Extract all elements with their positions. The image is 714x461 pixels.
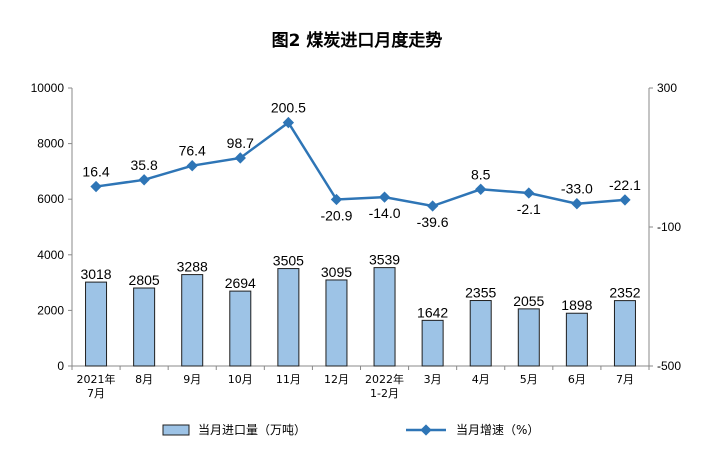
line-value-label: -2.1 — [517, 201, 541, 217]
line-group: 16.4 35.8 76.4 98.7 200.5 -20.9 -14.0 -39.6 8.5 -… — [82, 100, 641, 230]
bar — [517, 308, 540, 367]
line-point — [619, 194, 631, 206]
left-tick-label: 0 — [57, 359, 64, 373]
x-tick-label: 12月 — [324, 373, 349, 386]
bar-value-label: 2055 — [513, 293, 544, 309]
bar-value-label: 3539 — [369, 252, 400, 268]
bar-value-label: 3505 — [273, 253, 304, 269]
bar — [469, 300, 492, 367]
left-tick-label: 6000 — [37, 192, 64, 206]
bar-value-label: 1898 — [561, 297, 592, 313]
growth-line — [95, 120, 626, 208]
x-tick-label: 2021年 7月 — [77, 372, 116, 400]
bar-value-label: 2355 — [465, 285, 496, 301]
chart-title: 图2 煤炭进口月度走势 — [272, 30, 443, 51]
bar — [181, 274, 204, 367]
line-point — [571, 198, 583, 210]
line-point — [90, 180, 102, 193]
x-tick-label: 2022年 1-2月 — [365, 372, 404, 400]
x-tick-label: 7月 — [616, 373, 634, 386]
bar-value-label: 2694 — [225, 275, 256, 291]
line-value-label: 16.4 — [82, 164, 109, 180]
legend: 当月进口量（万吨） 当月增速（%） — [162, 423, 539, 437]
left-tick-label: 2000 — [37, 303, 64, 317]
bar — [565, 312, 588, 367]
bar — [421, 319, 444, 367]
right-tick-label: -500 — [657, 359, 681, 373]
bar — [325, 279, 348, 367]
legend-bar-label: 当月进口量（万吨） — [198, 423, 306, 437]
x-tick-label: 4月 — [472, 373, 490, 386]
bar — [85, 281, 108, 367]
line-value-label: -39.6 — [417, 214, 449, 230]
line-value-label: -22.1 — [609, 177, 641, 193]
line-value-label: 8.5 — [471, 166, 491, 182]
line-value-label: 35.8 — [131, 157, 158, 173]
line-value-label: -33.0 — [561, 181, 593, 197]
bar-value-label: 3288 — [177, 259, 208, 275]
line-value-label: 76.4 — [179, 143, 206, 159]
x-tick-label: 3月 — [424, 373, 442, 386]
line-point — [330, 193, 343, 206]
left-tick-label: 4000 — [37, 248, 64, 262]
right-tick-label: -100 — [657, 220, 681, 234]
left-tick-label: 8000 — [37, 137, 64, 151]
line-point — [475, 183, 487, 195]
axes: 0 2000 4000 6000 8000 10000 -500 -100 300 2021年 7月… — [31, 81, 682, 400]
line-value-label: -14.0 — [369, 205, 401, 221]
bar-value-label: 2805 — [129, 272, 160, 288]
line-point — [234, 152, 246, 164]
line-point — [138, 174, 150, 186]
bar-value-label: 1642 — [417, 304, 448, 320]
legend-line-marker — [420, 424, 432, 436]
line-value-label: 98.7 — [227, 135, 254, 151]
line-point — [426, 200, 439, 212]
bar — [373, 267, 396, 367]
bars-group: 3018 2805 3288 2694 3505 3095 3539 1642 2355 2055… — [80, 252, 641, 367]
right-tick-label: 300 — [657, 81, 677, 95]
line-point — [378, 191, 391, 203]
x-tick-label: 8月 — [135, 373, 153, 386]
line-point — [523, 187, 535, 199]
bar-value-label: 3018 — [80, 266, 111, 282]
line-point — [186, 160, 198, 172]
bar — [229, 290, 252, 367]
bar — [277, 268, 300, 367]
bar-value-label: 2352 — [609, 285, 640, 301]
bar — [613, 300, 636, 367]
legend-line-label: 当月增速（%） — [456, 423, 539, 437]
line-value-label: -20.9 — [320, 208, 352, 224]
x-tick-label: 5月 — [520, 373, 538, 386]
legend-bar-swatch — [162, 424, 190, 436]
left-tick-label: 10000 — [31, 81, 65, 95]
x-tick-label: 9月 — [183, 373, 201, 386]
bar-value-label: 3095 — [321, 264, 352, 280]
x-tick-label: 11月 — [276, 373, 301, 386]
x-tick-label: 10月 — [228, 373, 253, 386]
bar — [133, 287, 156, 367]
x-tick-label: 6月 — [568, 373, 586, 386]
line-value-label: 200.5 — [271, 100, 306, 116]
